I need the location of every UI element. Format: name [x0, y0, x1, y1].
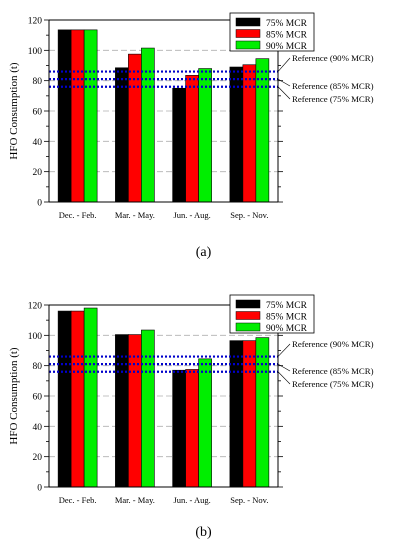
bar-0-0	[57, 310, 72, 488]
bar-1-0	[70, 310, 85, 488]
legend-swatch	[235, 311, 261, 320]
bar-2-2	[198, 68, 212, 203]
bar-1-0	[70, 29, 85, 203]
legend-swatch	[235, 29, 261, 38]
reference-leader	[277, 86, 291, 100]
x-tick-label: Dec. - Feb.	[59, 210, 97, 220]
reference-leader	[277, 78, 291, 87]
bar-2-1	[141, 47, 155, 203]
bar-2-0	[83, 307, 98, 488]
chart-a-svg: Dec. - Feb. Mar. - May. Jun. - Aug. Sep. - …	[8, 12, 374, 220]
legend-swatch	[235, 17, 261, 27]
legend-swatch	[235, 299, 261, 309]
chart-panel-b: Dec. - Feb. Mar. - May. Jun. - Aug. Sep. - …	[0, 275, 407, 550]
bar-0-0	[57, 29, 72, 203]
y-tick-label: 40	[33, 423, 43, 433]
legend-swatch	[235, 40, 261, 50]
x-tick-label: Dec. - Feb.	[59, 495, 97, 505]
y-tick-label: 120	[28, 302, 43, 312]
y-tick-label: 20	[33, 168, 43, 178]
y-tick-label: 80	[33, 362, 43, 372]
reference-leader	[277, 363, 291, 372]
reference-leader	[277, 371, 291, 385]
bar-1-3	[242, 64, 257, 203]
bar-1-1	[128, 53, 142, 203]
bar-0-3	[229, 340, 244, 488]
y-tick-label: 20	[33, 453, 43, 463]
reference-label: Reference (90% MCR)	[292, 339, 374, 349]
legend-label: 75% MCR	[266, 19, 308, 29]
x-tick-label: Sep. - Nov.	[230, 210, 268, 220]
bar-1-3	[242, 340, 257, 488]
bar-0-3	[229, 66, 244, 203]
y-tick-label: 120	[28, 17, 43, 27]
chart-b-svg: Dec. - Feb. Mar. - May. Jun. - Aug. Sep. - …	[8, 294, 374, 505]
legend-label: 85% MCR	[266, 31, 308, 41]
bar-2-3	[255, 337, 270, 488]
y-tick-label: 100	[28, 47, 43, 57]
caption-a: (a)	[195, 245, 212, 260]
bar-0-2	[172, 87, 186, 203]
bar-2-0	[83, 29, 98, 203]
x-tick-label: Sep. - Nov.	[230, 495, 268, 505]
y-axis-title: HFO Consumption (t)	[8, 347, 20, 445]
reference-label: Reference (85% MCR)	[292, 366, 374, 376]
reference-label: Reference (75% MCR)	[292, 379, 374, 389]
legend-swatch	[235, 322, 261, 332]
legend-label: 85% MCR	[266, 313, 308, 323]
y-tick-label: 60	[33, 393, 43, 403]
caption-b: (b)	[195, 525, 212, 540]
x-tick-label: Mar. - May.	[115, 495, 155, 505]
reference-label: Reference (85% MCR)	[292, 81, 374, 91]
bar-0-1	[115, 67, 129, 203]
reference-label: Reference (90% MCR)	[292, 53, 374, 63]
chart-panel-a: Dec. - Feb. Mar. - May. Jun. - Aug. Sep. - …	[8, 12, 374, 260]
bar-2-2	[198, 358, 212, 488]
y-tick-label: 100	[28, 332, 43, 342]
reference-leader	[277, 57, 291, 72]
y-tick-label: 60	[33, 108, 43, 118]
y-tick-label: 0	[37, 199, 42, 209]
x-tick-label: Jun. - Aug.	[173, 495, 210, 505]
x-tick-label: Mar. - May.	[115, 210, 155, 220]
y-tick-label: 0	[37, 484, 42, 494]
y-tick-label: 80	[33, 77, 43, 87]
reference-leader	[277, 343, 291, 357]
bar-0-2	[172, 369, 186, 488]
y-tick-label: 40	[33, 138, 43, 148]
x-tick-label: Jun. - Aug.	[173, 210, 210, 220]
y-axis-title: HFO Consumption (t)	[8, 62, 20, 160]
bar-1-2	[185, 75, 199, 203]
legend-label: 90% MCR	[266, 324, 308, 334]
bar-1-2	[185, 369, 199, 488]
legend-label: 90% MCR	[266, 42, 308, 52]
bar-2-1	[141, 329, 155, 488]
legend-label: 75% MCR	[266, 301, 308, 311]
reference-label: Reference (75% MCR)	[292, 94, 374, 104]
